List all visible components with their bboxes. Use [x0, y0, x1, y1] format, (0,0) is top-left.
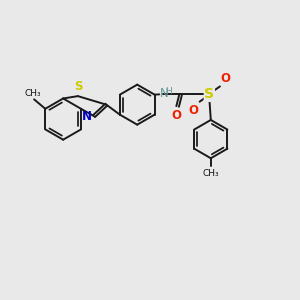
Text: S: S — [74, 80, 82, 93]
Text: O: O — [188, 104, 198, 117]
Text: O: O — [221, 72, 231, 85]
Text: N: N — [160, 87, 168, 100]
Text: H: H — [165, 87, 172, 96]
Text: CH₃: CH₃ — [25, 88, 41, 98]
Text: N: N — [82, 110, 92, 123]
Text: O: O — [171, 109, 181, 122]
Text: CH₃: CH₃ — [202, 169, 219, 178]
Text: S: S — [204, 87, 214, 101]
